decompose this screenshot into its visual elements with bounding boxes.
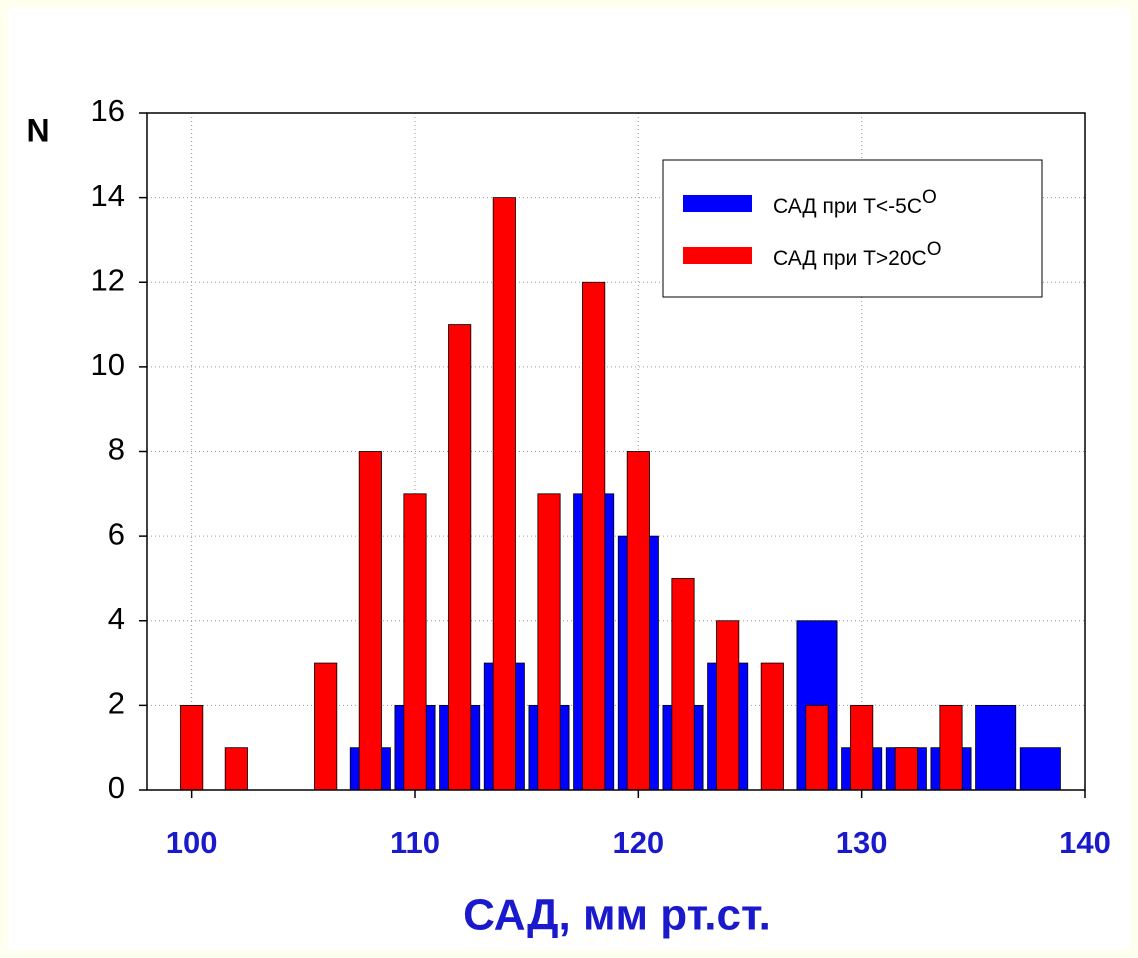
x-tick-label: 100 — [166, 825, 218, 860]
legend-box — [662, 159, 1043, 298]
y-tick-label: 8 — [108, 432, 125, 467]
bar — [180, 704, 204, 791]
y-tick-label: 10 — [91, 347, 125, 382]
bar — [358, 451, 382, 791]
bar — [314, 662, 338, 791]
x-tick-label: 110 — [390, 825, 440, 860]
y-tick-label: 4 — [108, 601, 125, 636]
bar — [939, 704, 963, 791]
bar — [1019, 747, 1061, 791]
bar — [716, 620, 740, 791]
legend-entry: САД при T>20CO — [773, 239, 941, 270]
bar — [975, 704, 1017, 791]
x-tick-label: 140 — [1059, 825, 1111, 860]
x-tick-label: 130 — [836, 825, 888, 860]
bar — [403, 493, 427, 791]
y-tick-label: 16 — [91, 93, 125, 128]
bar — [537, 493, 561, 791]
y-tick-label: 0 — [108, 770, 125, 805]
y-tick-label: 6 — [108, 516, 125, 551]
legend-entry: САД при T<-5CO — [773, 187, 937, 218]
bar — [492, 197, 516, 791]
bar — [582, 281, 606, 791]
bar — [448, 324, 472, 791]
y-axis-label: N — [26, 112, 49, 148]
bar — [671, 578, 695, 791]
legend-swatch — [683, 195, 752, 212]
bar — [626, 451, 650, 791]
legend-text: САД при T<-5C — [773, 195, 922, 218]
chart-background — [8, 8, 1130, 950]
bar — [850, 704, 874, 791]
x-axis-label: САД, мм рт.ст. — [463, 891, 771, 940]
bar — [894, 747, 918, 791]
legend-text: САД при T>20C — [773, 247, 927, 270]
legend-swatch — [683, 247, 752, 264]
y-tick-label: 2 — [108, 686, 125, 721]
legend-superscript: O — [922, 187, 937, 208]
plot-frame — [146, 112, 1086, 791]
bar — [760, 662, 784, 791]
bar — [224, 747, 248, 791]
legend-superscript: O — [927, 239, 942, 260]
y-tick-label: 14 — [91, 178, 125, 213]
x-tick-label: 120 — [612, 825, 664, 860]
bar — [805, 704, 829, 791]
y-tick-label: 12 — [91, 262, 125, 297]
